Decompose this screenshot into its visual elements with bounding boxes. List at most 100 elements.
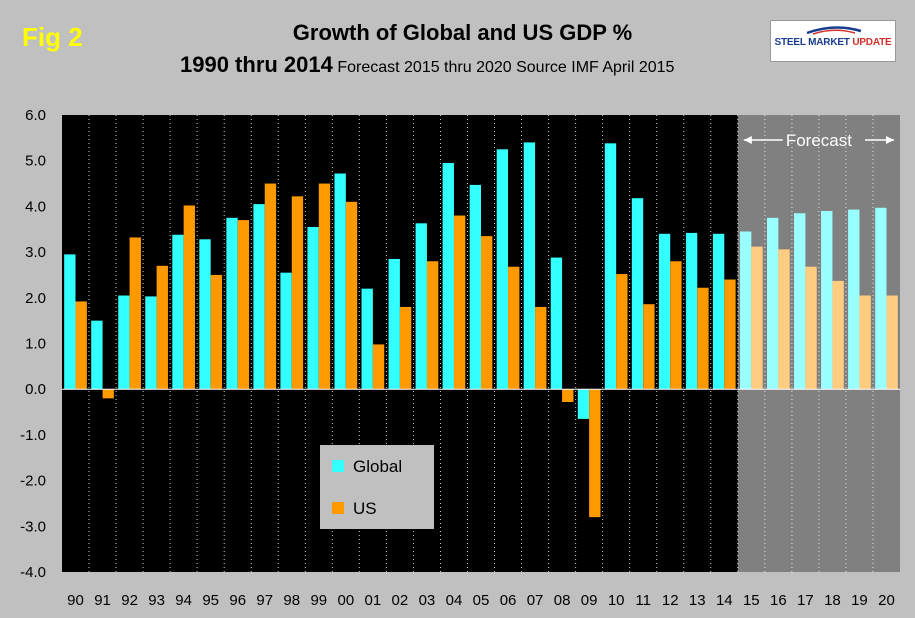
x-tick-label: 04 [446, 592, 463, 609]
bars [64, 142, 898, 518]
us-bar-12 [670, 261, 682, 390]
x-tick-label: 96 [229, 592, 246, 609]
forecast-arrowhead-left-icon [743, 136, 752, 144]
y-tick-label: 4.0 [25, 198, 46, 215]
us-bar-17 [805, 266, 817, 390]
x-tick-label: 98 [283, 592, 300, 609]
global-bar-92 [118, 295, 130, 390]
us-bar-90 [75, 301, 87, 390]
x-tick-label: 05 [473, 592, 490, 609]
us-bar-01 [372, 344, 385, 390]
legend-swatch-us [332, 502, 344, 514]
x-tick-label: 01 [365, 592, 382, 609]
global-bar-18 [821, 210, 833, 390]
global-bar-06 [496, 149, 509, 390]
us-bar-18 [832, 280, 844, 390]
figure-label: Fig 2 [22, 22, 83, 52]
x-tick-label: 18 [824, 592, 841, 609]
chart-title: Growth of Global and US GDP % [292, 20, 633, 45]
us-bar-16 [778, 249, 790, 390]
x-tick-label: 06 [500, 592, 517, 609]
us-bar-94 [183, 205, 195, 390]
global-bar-13 [685, 232, 698, 390]
legend: Global US [320, 445, 434, 529]
y-tick-label: 1.0 [25, 336, 46, 353]
global-bar-11 [631, 198, 644, 390]
x-tick-label: 93 [148, 592, 165, 609]
x-tick-label: 09 [581, 592, 598, 609]
global-bar-15 [739, 231, 752, 390]
forecast-arrowhead-right-icon [886, 136, 894, 144]
us-bar-99 [318, 183, 331, 390]
global-bar-94 [172, 234, 184, 390]
x-tick-label: 07 [527, 592, 544, 609]
x-tick-label: 11 [635, 592, 651, 609]
us-bar-04 [453, 215, 466, 390]
global-bar-14 [712, 233, 725, 390]
us-bar-91 [102, 389, 114, 399]
us-bar-92 [129, 237, 141, 390]
x-tick-label: 16 [770, 592, 787, 609]
x-axis: 90 91 92 93 94 95 96 97 98 99 00 01 02 03 04 05 06 07 08 09… [67, 592, 895, 609]
us-bar-20 [886, 295, 898, 390]
us-bar-06 [508, 266, 520, 390]
legend-swatch-global [332, 460, 344, 472]
global-bar-19 [848, 209, 860, 390]
x-tick-label: 94 [175, 592, 192, 609]
x-tick-label: 20 [878, 592, 895, 609]
global-bar-05 [469, 184, 481, 390]
forecast-label: Forecast [786, 131, 852, 150]
us-bar-03 [426, 261, 439, 390]
y-tick-label: 3.0 [25, 244, 46, 261]
us-bar-19 [859, 295, 871, 390]
us-bar-00 [345, 201, 358, 390]
forecast-annotation: Forecast [743, 131, 894, 150]
x-tick-label: 91 [94, 592, 111, 609]
legend-box [320, 445, 434, 529]
x-tick-label: 10 [608, 592, 625, 609]
logo-text: STEEL MARKET UPDATE [771, 37, 895, 48]
steel-market-update-logo: STEEL MARKET UPDATE [770, 20, 896, 62]
x-tick-label: 99 [310, 592, 327, 609]
x-tick-label: 03 [419, 592, 436, 609]
global-bar-96 [226, 217, 238, 390]
vertical-grid [88, 115, 874, 572]
us-bar-05 [481, 236, 493, 390]
global-bar-97 [253, 204, 265, 390]
x-tick-label: 14 [716, 592, 733, 609]
us-bar-97 [264, 183, 277, 390]
y-tick-label: -2.0 [20, 473, 46, 490]
us-bar-02 [399, 306, 412, 390]
us-bar-09 [589, 389, 601, 518]
global-bar-16 [767, 217, 779, 390]
y-tick-label: -1.0 [20, 427, 46, 444]
y-tick-label: 5.0 [25, 153, 46, 170]
subtitle-period: 1990 thru 2014 [180, 52, 333, 77]
global-bar-12 [658, 233, 671, 390]
us-bar-15 [751, 246, 763, 390]
x-tick-label: 17 [797, 592, 814, 609]
us-bar-08 [562, 389, 574, 402]
chart-subtitle: 1990 thru 2014 Forecast 2015 thru 2020 S… [180, 52, 674, 78]
x-tick-label: 00 [337, 592, 354, 609]
global-bar-04 [442, 162, 454, 390]
global-bar-95 [199, 239, 211, 390]
global-bar-01 [361, 288, 373, 390]
us-bar-96 [237, 220, 250, 390]
y-tick-label: -4.0 [20, 564, 46, 581]
us-bar-98 [291, 196, 304, 390]
global-bar-03 [415, 223, 427, 390]
logo-brand: STEEL MARKET [774, 37, 850, 48]
global-bar-20 [875, 207, 887, 390]
us-bar-07 [535, 306, 547, 390]
x-tick-label: 19 [851, 592, 868, 609]
us-bar-13 [697, 287, 709, 390]
y-tick-label: 6.0 [25, 107, 46, 124]
x-tick-label: 02 [392, 592, 409, 609]
x-tick-label: 13 [689, 592, 706, 609]
global-bar-90 [64, 254, 76, 390]
x-tick-label: 92 [121, 592, 138, 609]
global-bar-07 [523, 142, 536, 390]
global-bar-10 [604, 143, 617, 390]
